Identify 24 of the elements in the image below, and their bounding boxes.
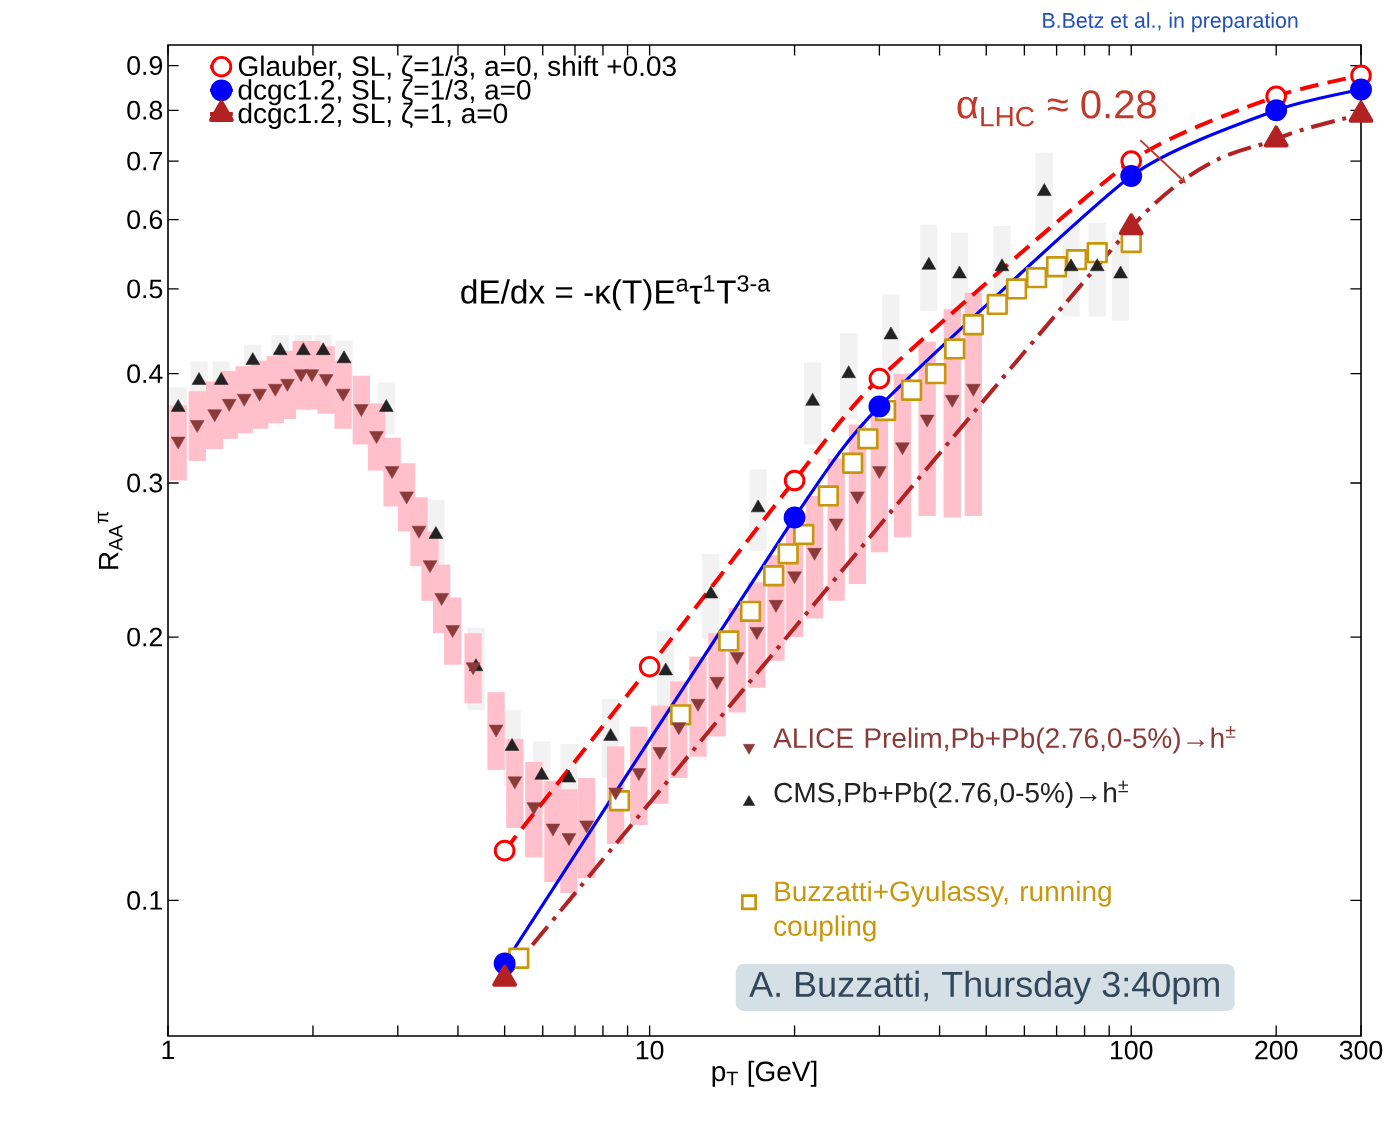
x-tick-label: 10	[636, 1040, 664, 1060]
annotation: α$_{LHC}$ ≈ 0.28	[957, 90, 1156, 127]
annotation: A. Buzzatti, Thursday 3:40pm	[749, 970, 1219, 1005]
x-tick-label: 100	[1111, 1040, 1153, 1060]
x-tick-label: 200	[1255, 1040, 1298, 1060]
y-tick-label: 0.7	[127, 151, 162, 171]
y-tick-label: 0.3	[127, 473, 163, 493]
x-axis-title: p$_{T}$ [GeV]	[712, 1060, 817, 1087]
y-tick-label: 0.6	[127, 210, 163, 230]
y-tick-label: 0.1	[127, 891, 162, 910]
y-tick-label: 0.2	[127, 627, 162, 647]
x-tick-label: 300	[1339, 1040, 1383, 1060]
legend-label: Buzzatti+Gyulassy, running coupling	[774, 880, 1111, 942]
legend-label: ALICE Prelim,Pb+Pb(2.76,0-5%)→h$^{±}$	[773, 726, 1236, 754]
y-tick-label: 0.4	[127, 364, 163, 384]
legend-label: Glauber, SL, ζ=1/3, a=0, shift +0.03	[238, 55, 676, 81]
text: B.Betz et al., in preparation	[1043, 12, 1298, 33]
y-tick-label: 0.5	[127, 279, 163, 299]
x-tick-label: 1	[162, 1040, 175, 1060]
y-tick-label: 0.8	[127, 100, 163, 120]
y-tick-label: 0.9	[127, 56, 163, 75]
y-axis-title: R$_{AA}$π	[97, 511, 123, 569]
legend-label: CMS,Pb+Pb(2.76,0-5%)→h$^{±}$	[774, 780, 1128, 809]
annotation: dE/dx = -κ(T)E$^{a}$τ$^{1}$T$^{3-a}$	[461, 275, 771, 311]
